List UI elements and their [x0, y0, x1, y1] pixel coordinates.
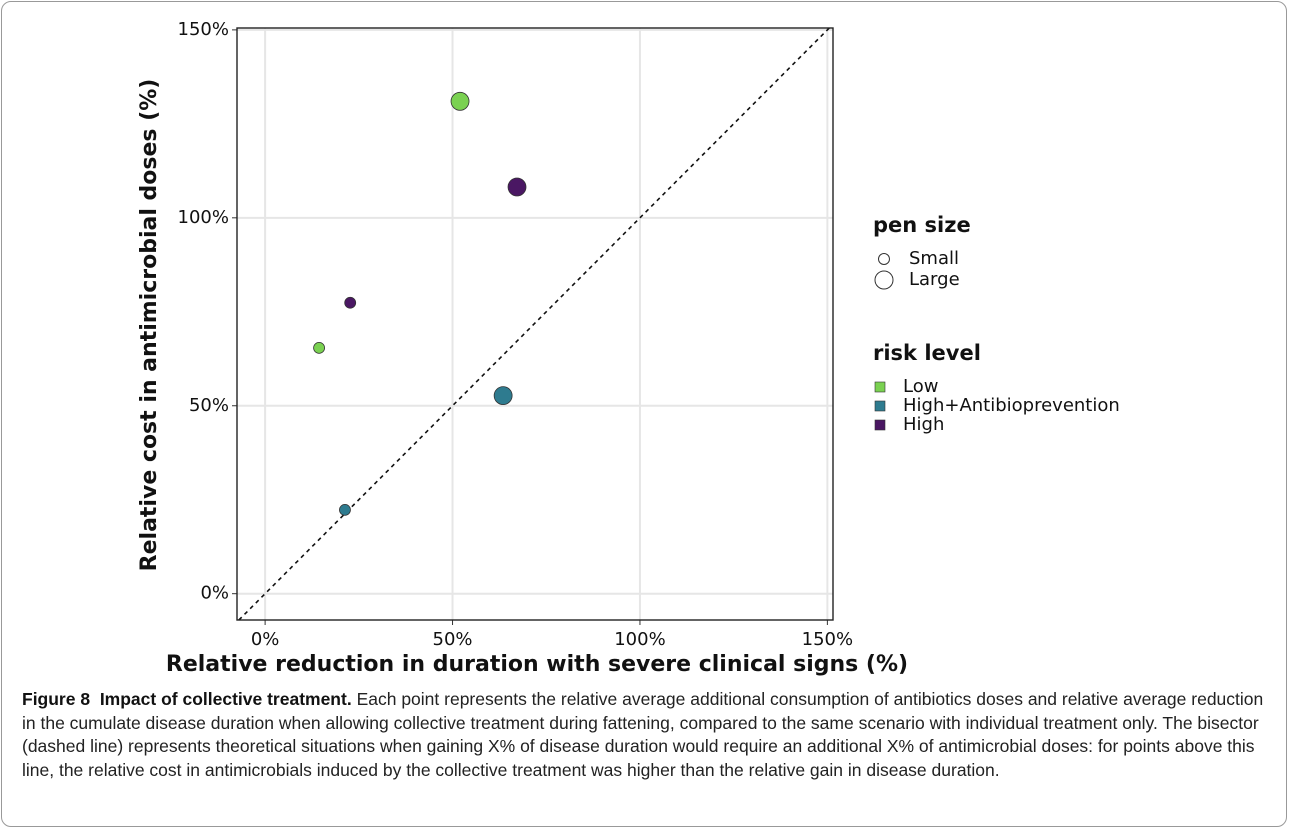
- size-legend-label: Large: [909, 269, 960, 290]
- y-axis-title: Relative cost in antimicrobial doses (%): [137, 79, 162, 572]
- color-legend-key: [874, 419, 886, 431]
- x-tick-label: 50%: [433, 629, 473, 650]
- point: [507, 177, 527, 197]
- y-tick-label: 50%: [189, 395, 229, 416]
- size-legend-title: pen size: [873, 213, 971, 237]
- x-tick-label: 100%: [614, 629, 665, 650]
- color-legend-label: High+Antibioprevention: [903, 395, 1120, 416]
- plot-border: [236, 27, 834, 621]
- chart: Relative reduction in duration with seve…: [137, 19, 1120, 677]
- point: [313, 341, 325, 354]
- color-legend-key: [874, 400, 886, 412]
- point: [344, 296, 357, 309]
- y-tick-label: 0%: [200, 583, 229, 604]
- caption-label: Figure 8: [22, 689, 91, 709]
- x-tick-label: 0%: [251, 629, 280, 650]
- color-legend-label: Low: [903, 376, 938, 397]
- x-tick-label: 150%: [802, 629, 853, 650]
- caption-title: Impact of collective treatment.: [99, 689, 352, 709]
- size-legend-label: Small: [909, 248, 959, 269]
- caption: Figure 8 Impact of collective treatment.…: [22, 688, 1272, 782]
- point: [450, 91, 470, 111]
- y-tick-label: 100%: [178, 207, 229, 228]
- color-legend-label: High: [903, 414, 944, 435]
- color-legend-title: risk level: [873, 341, 981, 365]
- x-axis-title: Relative reduction in duration with seve…: [166, 652, 908, 677]
- y-tick-label: 150%: [178, 19, 229, 40]
- size-legend-key: [878, 253, 890, 265]
- point: [493, 386, 513, 406]
- size-legend-key: [874, 270, 894, 290]
- point: [339, 503, 351, 516]
- color-legend-key: [874, 381, 886, 393]
- bisector: [238, 27, 830, 621]
- caption-text: Each point represents the relative avera…: [22, 689, 1264, 780]
